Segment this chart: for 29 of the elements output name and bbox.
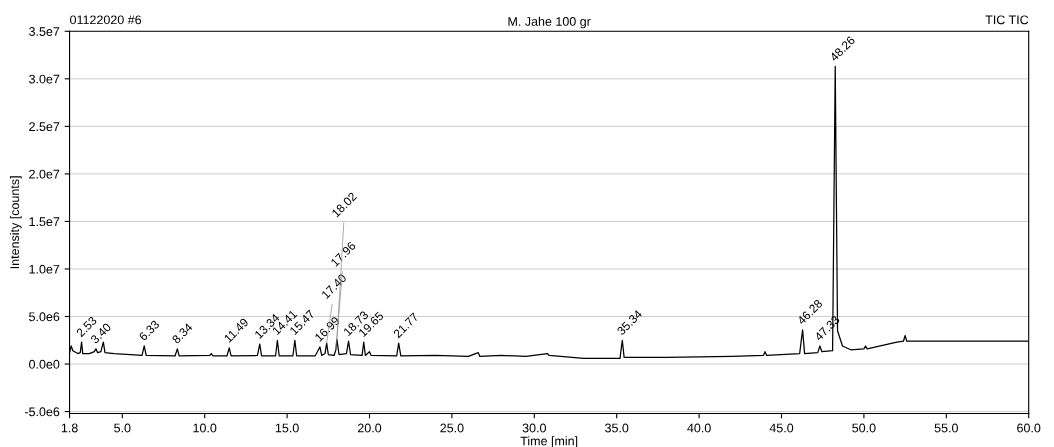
x-tick-label: 35.0	[605, 423, 629, 433]
x-tick-label: 30.0	[522, 423, 546, 433]
y-tick-label: 1.5e7	[29, 217, 60, 227]
x-tick-label: 40.0	[687, 423, 711, 433]
x-tick-label: 50.0	[852, 423, 876, 433]
text: 01122020 #6	[70, 15, 142, 25]
y-axis-title: Intensity [counts]	[9, 176, 22, 269]
text: TIC TIC	[985, 15, 1029, 25]
y-tick-label: 3.0e7	[29, 74, 60, 84]
x-tick-label: 10.0	[193, 423, 217, 433]
x-tick-label: 25.0	[440, 423, 464, 433]
x-tick-label: 5.0	[114, 423, 131, 433]
y-tick-label: -5.0e6	[24, 407, 60, 417]
x-tick-label: 20.0	[357, 423, 382, 433]
x-tick-label: 60.0	[1017, 423, 1041, 433]
y-tick-label: 0.0e0	[29, 359, 60, 369]
y-tick-label: 5.0e6	[29, 312, 60, 322]
annotation: 6.33	[138, 319, 160, 342]
y-tick-label: 2.5e7	[29, 122, 60, 132]
x-tick-label: 45.0	[769, 423, 794, 433]
chart-title: M. Jahe 100 gr	[508, 16, 591, 29]
y-tick-label: 1.0e7	[29, 264, 60, 274]
x-tick-label: 15.0	[275, 423, 299, 433]
y-tick-label: 3.5e7	[29, 27, 60, 36]
y-tick-label: 2.0e7	[29, 169, 60, 179]
x-axis-title: Time [min]	[520, 436, 578, 447]
x-tick-label: 1.8	[61, 423, 78, 433]
x-tick-label: 55.0	[934, 423, 958, 433]
annotation: 8.34	[171, 322, 194, 345]
